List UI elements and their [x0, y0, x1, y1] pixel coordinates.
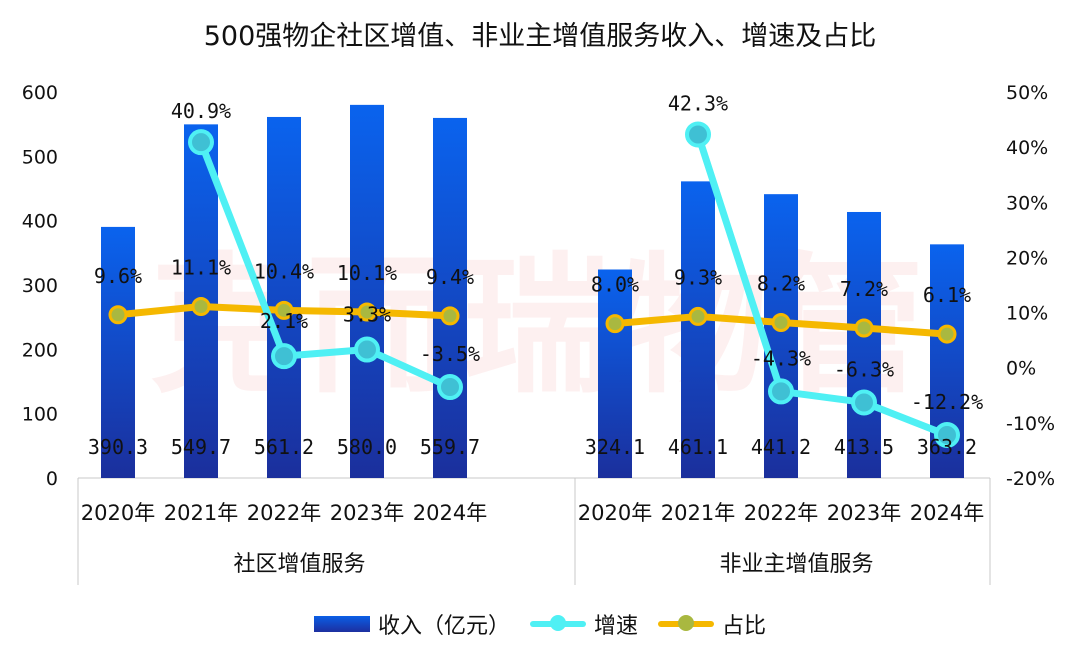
x-tick-label: 2022年 [744, 501, 818, 525]
data-label-share: 10.1% [337, 261, 397, 285]
data-label-share: 8.0% [591, 273, 639, 297]
x-tick-label: 2023年 [330, 501, 404, 525]
point-share [440, 306, 460, 326]
lines [108, 121, 960, 448]
data-label-share: 9.3% [674, 265, 722, 289]
point-share [688, 306, 708, 326]
x-tick-label: 2021年 [164, 501, 238, 525]
y-right-tick-label: -10% [1006, 413, 1055, 435]
point-share [854, 318, 874, 338]
legend: 收入（亿元） 增速 占比 [0, 606, 1080, 642]
point-share [771, 312, 791, 332]
data-label-share: 7.2% [840, 277, 888, 301]
data-label-share: 9.6% [94, 264, 142, 288]
x-tick-label: 2020年 [81, 501, 155, 525]
bar-revenue [350, 104, 384, 478]
data-label-growth: -6.3% [834, 357, 894, 381]
data-label-share: 11.1% [171, 256, 231, 280]
bars [101, 104, 964, 479]
y-right-tick-label: 10% [1006, 303, 1048, 325]
data-labels: 390.3 549.7 561.2 580.0 559.7 9.6% 11.1% 10.4% 1… [88, 91, 983, 459]
axes: 0 100 200 300 400 500 600 -20% -10% 0% 10% 20% 30% 40… [22, 82, 1055, 585]
data-label-revenue: 549.7 [171, 435, 231, 459]
data-label-growth: -12.2% [911, 390, 983, 414]
data-label-revenue: 559.7 [420, 435, 480, 459]
point-growth [851, 389, 877, 416]
point-growth [768, 378, 794, 405]
line-growth [197, 138, 454, 391]
bar-revenue [764, 194, 798, 479]
data-label-revenue: 561.2 [254, 435, 314, 459]
x-tick-label: 2023年 [827, 501, 901, 525]
y-right-tick-label: 30% [1006, 192, 1048, 214]
legend-label-growth: 增速 [593, 614, 638, 639]
data-label-revenue: 441.2 [751, 435, 811, 459]
data-label-revenue: 363.2 [917, 435, 977, 459]
y-left-tick-label: 200 [22, 339, 58, 361]
legend-line-swatch-growth [529, 615, 586, 633]
x-group-label: 社区增值服务 [233, 552, 365, 577]
legend-item-revenue[interactable]: 收入（亿元） [313, 608, 510, 640]
legend-bar-swatch [313, 616, 370, 632]
bar-revenue [101, 226, 135, 478]
data-label-share: 9.4% [426, 265, 474, 289]
y-left-tick-label: 100 [22, 404, 58, 426]
x-tick-label: 2022年 [247, 501, 321, 525]
legend-item-share[interactable]: 占比 [658, 608, 766, 640]
chart-title: 500强物企社区增值、非业主增值服务收入、增速及占比 [203, 21, 877, 52]
point-share [605, 314, 625, 334]
x-group-label: 非业主增值服务 [719, 552, 873, 577]
point-growth [354, 336, 380, 363]
bar-revenue [598, 269, 632, 478]
point-share [108, 305, 128, 325]
y-right-tick-label: -20% [1006, 468, 1055, 490]
data-label-revenue: 461.1 [668, 435, 728, 459]
y-left-tick-label: 400 [22, 211, 58, 233]
bar-revenue [681, 181, 715, 478]
legend-item-growth[interactable]: 增速 [529, 608, 638, 640]
x-tick-label: 2021年 [661, 501, 735, 525]
data-label-growth: -3.5% [420, 342, 480, 366]
x-tick-label: 2024年 [413, 501, 487, 525]
data-label-revenue: 324.1 [585, 435, 645, 459]
point-share [191, 297, 211, 317]
y-right-tick-label: 40% [1006, 137, 1048, 159]
x-tick-label: 2024年 [910, 501, 984, 525]
data-label-revenue: 413.5 [834, 435, 894, 459]
bar-revenue [847, 211, 881, 478]
y-left-tick-label: 0 [46, 468, 58, 490]
y-left-tick-label: 600 [22, 82, 58, 104]
y-right-tick-label: 0% [1006, 358, 1036, 380]
data-label-growth: 42.3% [668, 91, 728, 115]
x-tick-label: 2020年 [578, 501, 652, 525]
point-share [937, 324, 957, 344]
data-label-share: 8.2% [757, 271, 805, 295]
bar-revenue [433, 117, 467, 478]
y-left-tick-label: 500 [22, 146, 58, 168]
point-growth [934, 421, 960, 448]
data-label-growth: -4.3% [751, 346, 811, 370]
data-label-share: 6.1% [923, 283, 971, 307]
point-growth [437, 374, 463, 401]
data-label-revenue: 580.0 [337, 435, 397, 459]
y-right-tick-label: 50% [1006, 82, 1048, 104]
data-label-growth: 2.1% [260, 309, 308, 333]
point-share [357, 302, 377, 322]
data-label-share: 10.4% [254, 259, 314, 283]
point-growth [271, 343, 297, 370]
y-left-tick-label: 300 [22, 275, 58, 297]
legend-label-revenue: 收入（亿元） [377, 614, 510, 639]
y-right-tick-label: 20% [1006, 247, 1048, 269]
data-label-growth: 3.3% [343, 303, 391, 327]
point-growth [685, 121, 711, 148]
point-share [274, 300, 294, 320]
point-growth [188, 129, 214, 156]
data-label-growth: 40.9% [171, 99, 231, 123]
bar-revenue [267, 116, 301, 478]
data-label-revenue: 390.3 [88, 435, 148, 459]
legend-line-swatch-share [658, 615, 714, 633]
line-growth [694, 130, 951, 439]
legend-label-share: 占比 [722, 614, 767, 639]
chart-svg: 0 100 200 300 400 500 600 -20% -10% 0% 10% 20% 30% 40… [22, 82, 1055, 585]
